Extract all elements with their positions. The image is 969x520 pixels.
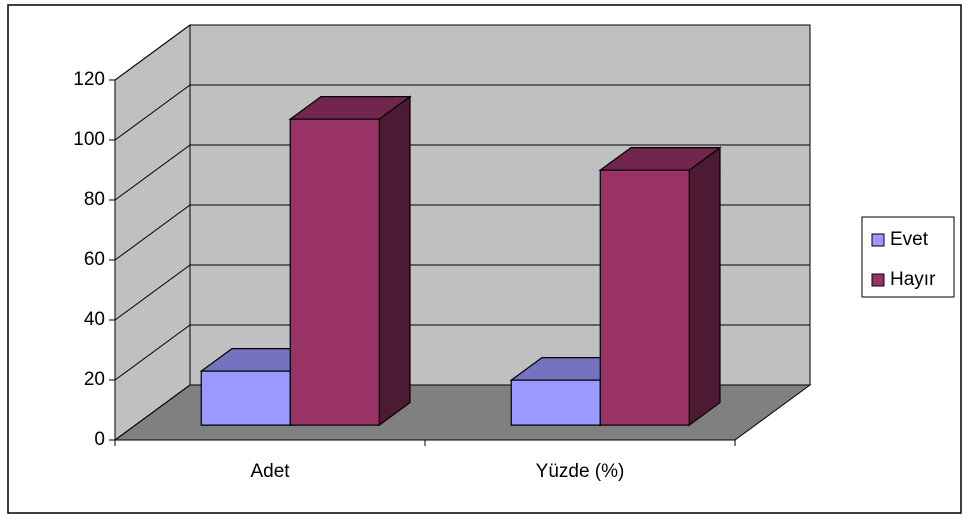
- y-tick-label: 0: [94, 429, 105, 450]
- bar: [598, 146, 722, 427]
- bar-front: [289, 118, 380, 426]
- legend-swatch: [871, 273, 885, 287]
- y-tick-label: 40: [84, 309, 105, 330]
- y-tick-label: 100: [73, 129, 105, 150]
- y-tick-label: 60: [84, 249, 105, 270]
- bar-front: [200, 370, 291, 426]
- grid-line: [114, 24, 810, 81]
- legend-label: Hayır: [890, 269, 936, 290]
- bar: [288, 95, 412, 427]
- legend-label: Evet: [890, 229, 929, 250]
- grid-line: [114, 144, 810, 201]
- grid-line: [114, 84, 810, 141]
- y-tick-label: 20: [84, 369, 105, 390]
- bar-front: [510, 379, 601, 426]
- x-tick-label: Adet: [250, 461, 290, 482]
- bar-side: [688, 146, 721, 427]
- legend-swatch: [871, 233, 885, 247]
- x-tick-label: Yüzde (%): [536, 461, 625, 482]
- bar-front: [599, 169, 690, 426]
- bar-side: [378, 95, 411, 427]
- y-tick-label: 80: [84, 189, 105, 210]
- y-tick-label: 120: [73, 69, 105, 90]
